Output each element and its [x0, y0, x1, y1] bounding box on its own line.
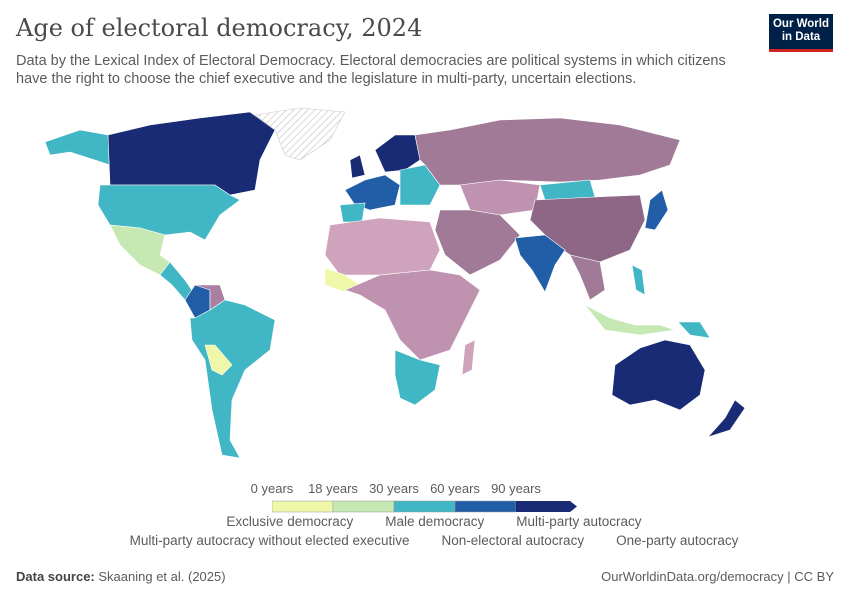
region-madagascar[interactable] [461, 339, 476, 376]
region-greenland[interactable] [254, 107, 346, 161]
legend-label: Multi-party autocracy without elected ex… [129, 533, 410, 548]
region-usa[interactable] [97, 184, 241, 241]
region-alaska[interactable] [44, 129, 111, 166]
region-papua[interactable] [677, 321, 711, 339]
legend-item[interactable]: Male democracy [367, 514, 484, 529]
legend-item[interactable]: Non-electoral autocracy [424, 533, 585, 548]
scale-tick: 0 years [250, 481, 294, 496]
owid-logo[interactable]: Our World in Data [769, 14, 833, 52]
world-map [44, 107, 746, 459]
legend-swatch [112, 534, 125, 547]
region-southeast-asia[interactable] [569, 254, 606, 301]
region-southern-africa[interactable] [394, 349, 441, 406]
legend-item[interactable]: Multi-party autocracy [498, 514, 641, 529]
scale-bin[interactable] [393, 500, 456, 513]
region-iberia[interactable] [339, 202, 366, 223]
scale-tick: 60 years [430, 481, 480, 496]
legend-item[interactable]: Exclusive democracy [208, 514, 353, 529]
legend-swatch [208, 515, 221, 528]
region-peru-bolivia[interactable] [204, 344, 233, 376]
legend-label: Exclusive democracy [226, 514, 354, 529]
region-indonesia[interactable] [584, 304, 676, 336]
legend-swatch [598, 534, 611, 547]
legend-item[interactable]: Multi-party autocracy without elected ex… [112, 533, 410, 548]
region-philippines[interactable] [631, 264, 646, 296]
region-mongolia[interactable] [539, 179, 596, 201]
category-legend-row-1: Exclusive democracy Male democracy Multi… [0, 514, 850, 529]
source-label: Data source: [16, 569, 95, 584]
region-central-asia[interactable] [459, 179, 541, 216]
region-scandinavia[interactable] [374, 134, 421, 173]
legend-swatch [367, 515, 380, 528]
scale-tick: 18 years [308, 481, 358, 496]
region-north-africa[interactable] [324, 217, 441, 276]
region-new-zealand[interactable] [707, 399, 746, 438]
scale-bin[interactable] [272, 500, 334, 513]
source-text[interactable]: Skaaning et al. (2025) [98, 569, 226, 584]
legend-swatch [498, 515, 511, 528]
region-japan[interactable] [644, 189, 669, 231]
legend-swatch [424, 534, 437, 547]
scale-bin[interactable] [454, 500, 517, 513]
category-legend-row-2: Multi-party autocracy without elected ex… [0, 533, 850, 548]
legend-label: Male democracy [385, 514, 485, 529]
legend-label: Multi-party autocracy [516, 514, 642, 529]
chart-subtitle: Data by the Lexical Index of Electoral D… [16, 53, 726, 87]
region-india[interactable] [514, 234, 566, 293]
region-middle-east[interactable] [434, 209, 521, 276]
region-south-america[interactable] [189, 299, 276, 459]
region-uk[interactable] [349, 154, 366, 179]
region-central-africa[interactable] [344, 269, 481, 361]
scale-bar [272, 500, 577, 513]
data-source: Data source: Skaaning et al. (2025) [16, 569, 226, 584]
region-canada[interactable] [107, 111, 276, 196]
legend-item[interactable]: One-party autocracy [598, 533, 738, 548]
legend-label: One-party autocracy [616, 533, 739, 548]
scale-bin[interactable] [332, 500, 395, 513]
scale-tick: 30 years [369, 481, 419, 496]
region-russia[interactable] [414, 117, 681, 186]
region-australia[interactable] [611, 339, 706, 411]
scale-bin[interactable] [516, 501, 577, 512]
chart-title: Age of electoral democracy, 2024 [16, 14, 423, 42]
legend-label: Non-electoral autocracy [441, 533, 585, 548]
scale-tick: 90 years [491, 481, 541, 496]
footer-url[interactable]: OurWorldinData.org/democracy | CC BY [601, 569, 834, 584]
